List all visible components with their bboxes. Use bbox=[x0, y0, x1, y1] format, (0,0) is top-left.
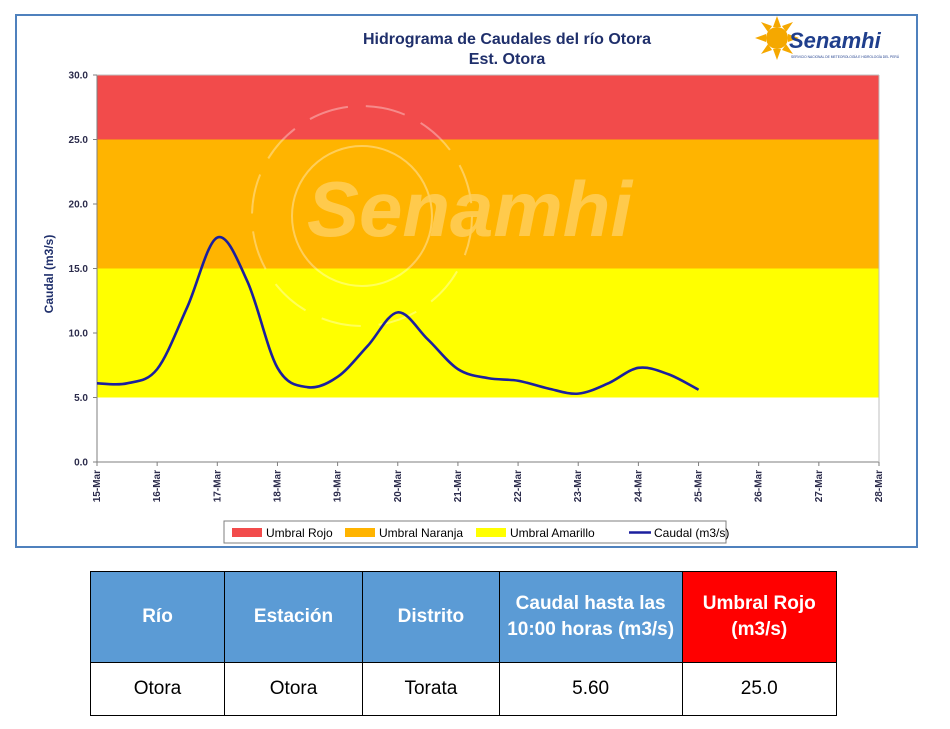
x-tick-label: 27-Mar bbox=[814, 470, 825, 502]
x-tick-label: 24-Mar bbox=[633, 470, 644, 502]
watermark-sun-rays bbox=[251, 105, 473, 327]
logo-text: Senamhi bbox=[789, 28, 882, 53]
x-tick-label: 26-Mar bbox=[754, 470, 765, 502]
table-header-cell: Río bbox=[89, 571, 226, 663]
series-line-caudal bbox=[96, 236, 700, 396]
legend-label: Caudal (m3/s) bbox=[654, 526, 729, 540]
table-cell: 5.60 bbox=[498, 662, 683, 716]
table-header-cell: Estación bbox=[224, 571, 364, 663]
x-tick-label: 18-Mar bbox=[272, 470, 283, 502]
table-cell: Torata bbox=[362, 662, 500, 716]
x-tick-label: 16-Mar bbox=[152, 470, 163, 502]
band-umbral-naranja bbox=[97, 139, 879, 269]
x-tick-label: 21-Mar bbox=[453, 470, 464, 502]
watermark-sun-circle bbox=[291, 145, 433, 287]
y-axis-label: Caudal (m3/s) bbox=[42, 235, 56, 314]
x-tick-label: 17-Mar bbox=[212, 470, 223, 502]
chart-legend: Umbral Rojo Umbral Naranja Umbral Amarillo… bbox=[223, 520, 729, 544]
table-row: Otora Otora Torata 5.60 25.0 bbox=[89, 662, 838, 716]
chart-subtitle: Est. Otora bbox=[469, 51, 546, 68]
legend-swatch bbox=[476, 528, 506, 537]
table-cell: Otora bbox=[224, 662, 364, 716]
legend-swatch bbox=[345, 528, 375, 537]
table-body: Otora Otora Torata 5.60 25.0 bbox=[89, 662, 838, 716]
chart-title: Hidrograma de Caudales del río Otora bbox=[363, 31, 651, 48]
band-umbral-amarillo bbox=[97, 268, 879, 398]
x-tick-label: 28-Mar bbox=[874, 470, 885, 502]
legend-label: Umbral Rojo bbox=[266, 526, 333, 540]
table-cell: Otora bbox=[89, 662, 226, 716]
table-header-row: Río Estación Distrito Caudal hasta las 10:0… bbox=[89, 571, 838, 663]
watermark-text: Senamhi bbox=[307, 165, 633, 253]
table-header-cell: Umbral Rojo (m3/s) bbox=[681, 571, 838, 663]
x-tick-label: 25-Mar bbox=[694, 470, 705, 502]
legend-label: Umbral Naranja bbox=[379, 526, 463, 540]
senamhi-watermark: Senamhi bbox=[251, 105, 633, 327]
band-umbral-rojo bbox=[97, 75, 879, 140]
table-cell: 25.0 bbox=[681, 662, 838, 716]
y-tick-label: 25.0 bbox=[69, 135, 89, 146]
station-table: Río Estación Distrito Caudal hasta las 10:0… bbox=[89, 571, 838, 716]
table-header-cell: Distrito bbox=[362, 571, 500, 663]
y-tick-label: 10.0 bbox=[69, 329, 89, 340]
x-tick-label: 22-Mar bbox=[513, 470, 524, 502]
logo-tagline: SERVICIO NACIONAL DE METEOROLOGÍA E HIDR… bbox=[791, 55, 900, 59]
senamhi-logo: Senamhi SERVICIO NACIONAL DE METEOROLOGÍ… bbox=[755, 16, 900, 60]
x-tick-label: 19-Mar bbox=[333, 470, 344, 502]
legend-label: Umbral Amarillo bbox=[510, 526, 595, 540]
sun-icon bbox=[755, 16, 799, 60]
y-tick-label: 0.0 bbox=[74, 458, 88, 469]
legend-frame bbox=[223, 520, 727, 544]
chart-frame: Senamhi 0.0 5.0 10.0 15.0 20.0 25.0 30.0 15-Mar… bbox=[15, 14, 918, 548]
x-tick-label: 20-Mar bbox=[393, 470, 404, 502]
chart-axes: 0.0 5.0 10.0 15.0 20.0 25.0 30.0 15-Mar 16-Mar 17… bbox=[69, 71, 885, 503]
legend-swatch bbox=[232, 528, 262, 537]
threshold-bands bbox=[97, 75, 879, 398]
series-layer bbox=[96, 236, 700, 396]
y-tick-label: 20.0 bbox=[69, 200, 89, 211]
table-header-cell: Caudal hasta las 10:00 horas (m3/s) bbox=[498, 571, 683, 663]
y-tick-label: 30.0 bbox=[69, 71, 89, 82]
x-tick-label: 15-Mar bbox=[92, 470, 103, 502]
hydrograph-chart: Senamhi 0.0 5.0 10.0 15.0 20.0 25.0 30.0 15-Mar… bbox=[42, 16, 900, 544]
y-tick-label: 5.0 bbox=[74, 393, 88, 404]
x-tick-label: 23-Mar bbox=[573, 470, 584, 502]
y-tick-label: 15.0 bbox=[69, 264, 89, 275]
